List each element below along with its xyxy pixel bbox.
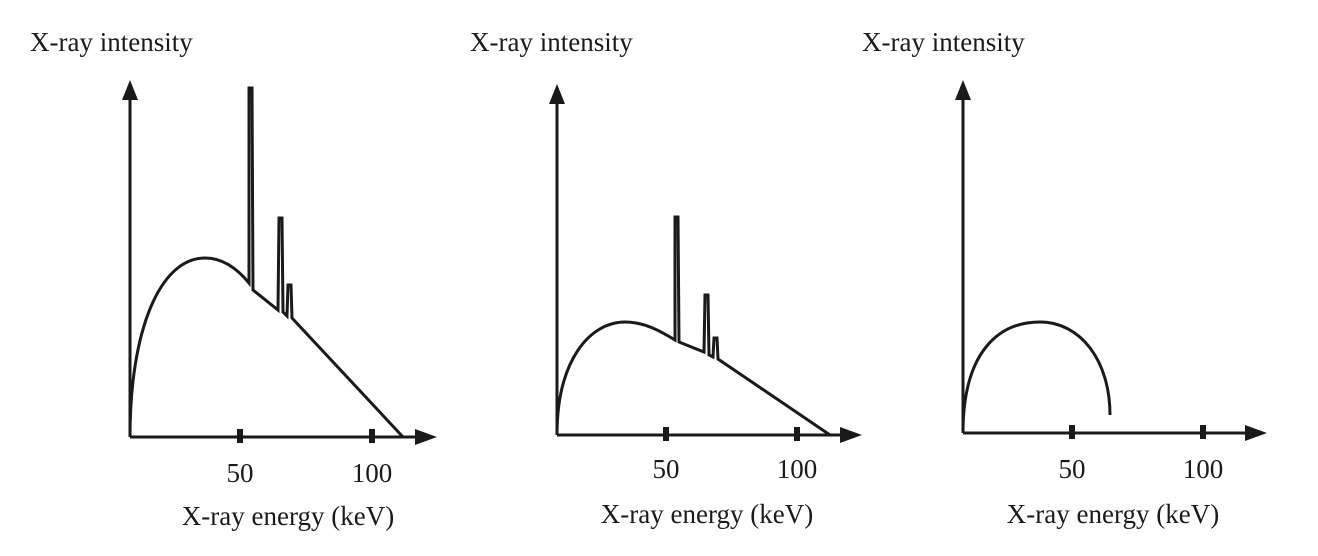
tick-mark — [1069, 425, 1075, 439]
spectrum-curve — [555, 215, 831, 437]
panel: X-ray intensity 50 100 X-ray energy (keV… — [470, 27, 862, 529]
tick-label: 50 — [227, 458, 254, 488]
arrow-head — [415, 429, 437, 445]
tick-label: 100 — [777, 454, 818, 484]
arrow-head — [955, 80, 971, 100]
spectrum-curve — [128, 86, 405, 439]
spectrum-curve — [961, 320, 1112, 434]
tick-label: 50 — [1059, 454, 1086, 484]
y-axis-label: X-ray intensity — [30, 27, 193, 57]
tick-mark — [1200, 425, 1206, 439]
tick-mark — [369, 429, 375, 443]
tick-label: 100 — [1183, 454, 1224, 484]
tick-mark — [794, 427, 800, 441]
arrow-head — [840, 427, 862, 443]
tick-mark — [237, 429, 243, 443]
arrow-head — [122, 80, 138, 100]
tick-label: 50 — [653, 454, 680, 484]
y-axis-label: X-ray intensity — [862, 27, 1025, 57]
tick-label: 100 — [352, 458, 393, 488]
panel: X-ray intensity 50 100 X-ray energy (keV… — [862, 27, 1267, 529]
x-axis-label: X-ray energy (keV) — [601, 499, 813, 529]
arrow-head — [549, 84, 565, 104]
arrow-head — [1245, 425, 1267, 441]
x-axis-label: X-ray energy (keV) — [182, 501, 394, 531]
panel: X-ray intensity 50 100 X-ray energy (keV… — [30, 27, 437, 531]
tick-mark — [663, 427, 669, 441]
x-axis-label: X-ray energy (keV) — [1007, 499, 1219, 529]
y-axis-label: X-ray intensity — [470, 27, 633, 57]
